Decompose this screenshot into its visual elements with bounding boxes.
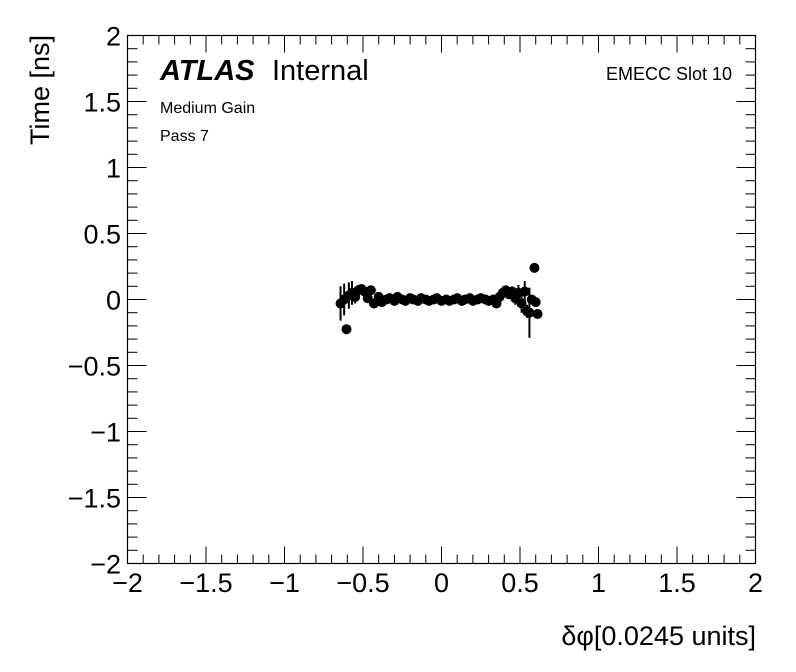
data-point (529, 262, 540, 273)
atlas-label: ATLAS (159, 55, 255, 87)
data-point (524, 307, 535, 318)
y-tick-label: 0 (106, 286, 121, 316)
x-tick-label: −0.5 (336, 568, 389, 598)
x-tick-label: 0.5 (501, 568, 539, 598)
gain-label: Medium Gain (160, 100, 255, 117)
x-axis-title: δφ[0.0245 units] (561, 621, 756, 651)
slot-label: EMECC Slot 10 (606, 64, 732, 84)
x-tick-label: −1 (269, 568, 300, 598)
y-tick-label: −1.5 (68, 484, 121, 514)
data-point (365, 285, 376, 296)
x-tick-label: −2 (112, 568, 143, 598)
x-tick-label: 1.5 (658, 568, 696, 598)
data-point (341, 324, 352, 335)
data-point (532, 309, 543, 320)
axis-ticks (127, 35, 756, 564)
y-tick-label: 2 (106, 22, 121, 52)
x-tick-label: 2 (748, 568, 763, 598)
pass-label: Pass 7 (160, 128, 209, 145)
y-tick-label: −1 (90, 418, 121, 448)
y-tick-label: 1.5 (83, 88, 121, 118)
internal-label: Internal (272, 55, 369, 87)
x-tick-label: 1 (591, 568, 606, 598)
y-tick-label: 1 (106, 154, 121, 184)
y-tick-label: 0.5 (83, 220, 121, 250)
y-tick-label: −0.5 (68, 352, 121, 382)
data-point (530, 297, 541, 308)
x-tick-label: −1.5 (179, 568, 232, 598)
x-tick-label: 0 (434, 568, 449, 598)
y-axis-title: Time [ns] (25, 35, 55, 145)
y-tick-label: −2 (90, 550, 121, 580)
y-tick-labels: −2 −1.5 −1 −0.5 0 0.5 1 1.5 2 (68, 22, 121, 580)
data-point (519, 286, 530, 297)
data-points (335, 262, 543, 338)
x-tick-labels: −2 −1.5 −1 −0.5 0 0.5 1 1.5 2 (112, 568, 763, 598)
